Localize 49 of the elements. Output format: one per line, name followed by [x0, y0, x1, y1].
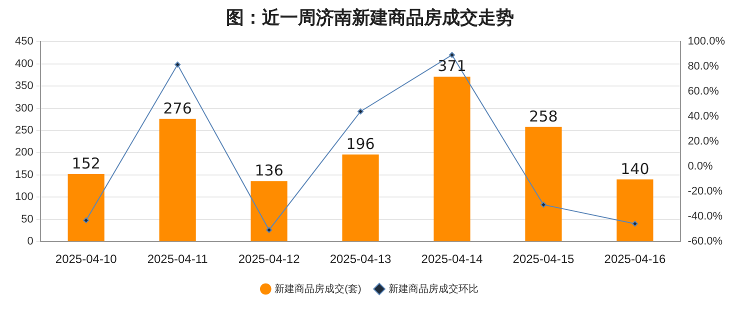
y2-tick-label: 40.0% [688, 110, 720, 123]
y-tick-label: 0 [27, 236, 34, 248]
bar [434, 76, 470, 242]
y2-tick-label: 20.0% [688, 136, 720, 148]
x-tick-label: 2025-04-11 [147, 252, 208, 266]
y2-tick-label: 100.0% [688, 36, 726, 48]
bar [525, 126, 562, 242]
data-label: 258 [529, 107, 558, 126]
data-label: 140 [620, 160, 650, 178]
y-tick-label: 350 [14, 80, 34, 92]
chart-title: 图：近一周济南新建商品房成交走势 [226, 7, 514, 28]
y2-tick-label: 0.0% [688, 160, 713, 173]
y2-tick-label: -60.0% [688, 236, 723, 248]
y-tick-label: 50 [21, 213, 34, 226]
y-tick-label: 300 [14, 102, 34, 114]
bar [159, 118, 196, 242]
bar [342, 154, 379, 242]
x-tick-label: 2025-04-12 [238, 252, 300, 266]
y-tick-label: 450 [14, 36, 34, 48]
point [632, 220, 638, 227]
bar [68, 174, 104, 242]
bar [250, 181, 288, 242]
y-tick-label: 100 [14, 191, 34, 204]
point [540, 202, 546, 208]
data-label: 276 [163, 99, 192, 118]
x-tick-label: 2025-04-14 [421, 252, 484, 266]
legend-label: 新建商品房成交环比 [388, 282, 478, 295]
y-tick-label: 200 [14, 146, 34, 159]
point [266, 226, 272, 233]
point [449, 52, 455, 58]
data-label: 152 [72, 154, 100, 172]
legend-label: 新建商品房成交(套) [274, 282, 362, 295]
x-tick-label: 2025-04-15 [512, 252, 574, 266]
y-tick-label: 250 [14, 124, 34, 137]
bar [616, 179, 654, 242]
data-label: 196 [346, 134, 375, 153]
point [174, 62, 181, 68]
y2-tick-label: -40.0% [688, 210, 723, 223]
y2-tick-label: 80.0% [688, 60, 720, 73]
y2-tick-label: 60.0% [688, 86, 720, 98]
point [358, 108, 364, 114]
x-tick-label: 2025-04-13 [330, 252, 392, 266]
y-tick-label: 150 [14, 168, 34, 181]
x-tick-label: 2025-04-16 [604, 252, 666, 266]
y2-tick-label: -20.0% [688, 186, 723, 198]
data-label: 136 [254, 162, 284, 180]
x-tick-label: 2025-04-10 [55, 252, 118, 266]
y-tick-label: 400 [14, 58, 34, 70]
point [83, 217, 90, 224]
